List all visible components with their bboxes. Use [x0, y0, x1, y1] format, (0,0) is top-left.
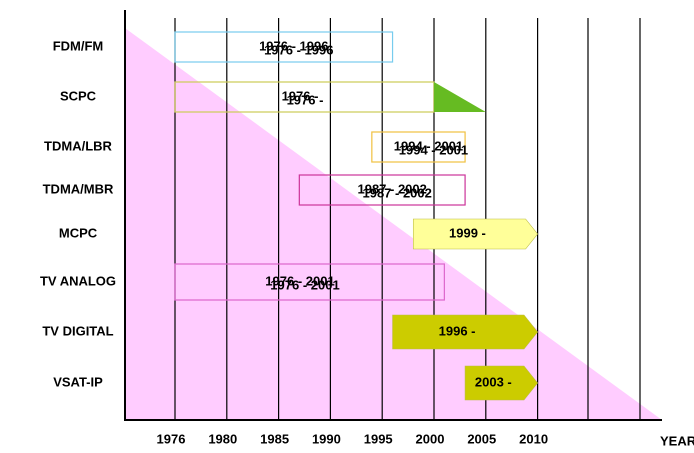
bar-label-shadow: 1976 -: [287, 92, 324, 107]
outline-bar: [298, 174, 466, 206]
x-tick-label: 1990: [312, 431, 341, 446]
row-label: MCPC: [59, 225, 98, 240]
arrow-bar: [392, 314, 538, 350]
row-label: TDMA/LBR: [44, 138, 112, 153]
bar-label: 1996 -: [439, 323, 476, 338]
bar-label: 1976 -: [282, 88, 319, 103]
bar-label: 1999 -: [449, 225, 486, 240]
x-tick-label: 2000: [416, 431, 445, 446]
x-tick-label: 1980: [208, 431, 237, 446]
x-tick-label: 1976: [157, 431, 186, 446]
row-label: TDMA/MBR: [43, 181, 114, 196]
x-tick-label: 1995: [364, 431, 393, 446]
outline-bar: [174, 263, 445, 301]
row-label: FDM/FM: [53, 38, 104, 53]
outline-bar: [174, 31, 394, 63]
arrow-bar: [464, 365, 538, 401]
row-label: SCPC: [60, 88, 97, 103]
bar-label-shadow: 1976 - 2001: [270, 277, 339, 292]
bar-label: 1976 - 1996: [259, 38, 328, 53]
background-triangle: [125, 28, 662, 420]
bar-label: 1987 - 2002: [357, 181, 426, 196]
outline-bar: [371, 131, 466, 163]
bar-label: 1994 - 2001: [394, 138, 463, 153]
tip-triangle: [434, 82, 486, 112]
x-tick-label: 1985: [260, 431, 289, 446]
bar-label: 1976 - 2001: [265, 273, 334, 288]
bar-label-shadow: 1987 - 2002: [362, 185, 431, 200]
row-label: VSAT-IP: [53, 374, 103, 389]
x-tick-label: 2005: [467, 431, 496, 446]
x-tick-label: 2010: [519, 431, 548, 446]
row-label: TV DIGITAL: [42, 323, 113, 338]
bar-label-shadow: 1976 - 1996: [264, 42, 333, 57]
row-label: TV ANALOG: [40, 273, 116, 288]
arrow-bar: [412, 218, 538, 250]
bar-label-shadow: 1994 - 2001: [399, 142, 468, 157]
x-axis-label: YEAR: [660, 433, 694, 448]
bar-label: 2003 -: [475, 374, 512, 389]
